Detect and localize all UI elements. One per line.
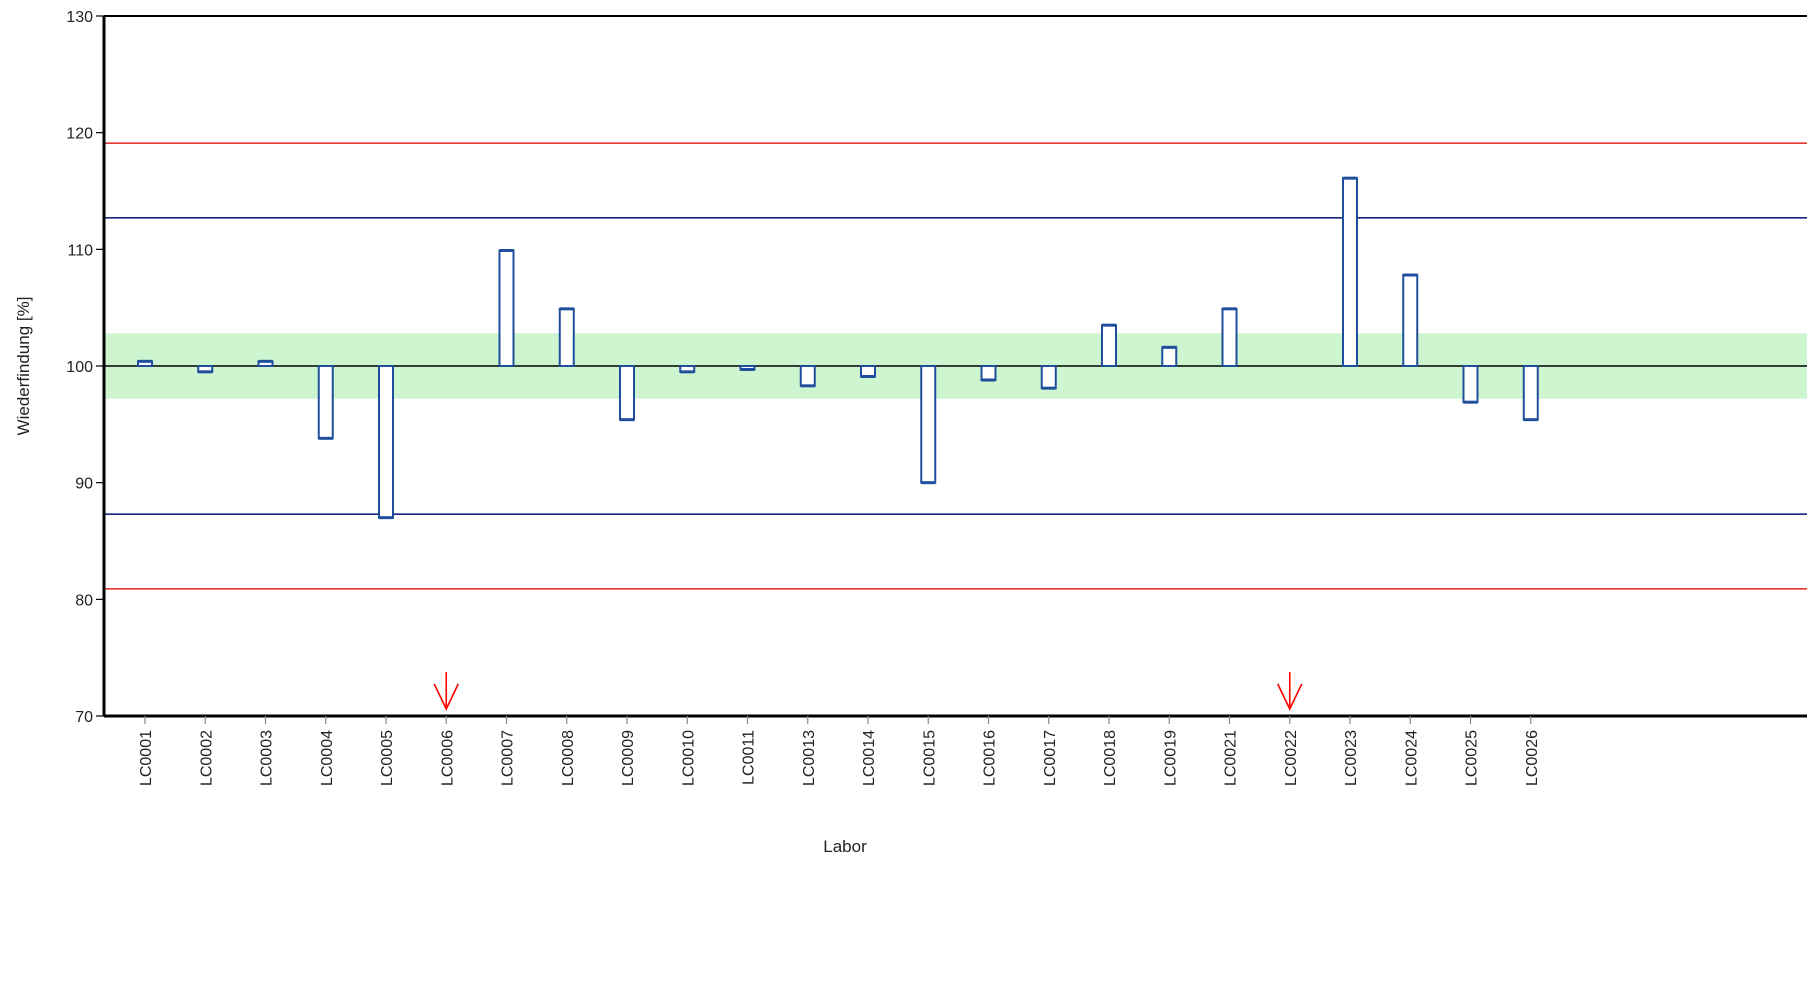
x-tick-label: LC0007 <box>500 730 517 786</box>
x-tick-label: LC0022 <box>1283 730 1300 786</box>
bar-LC0015 <box>920 365 937 484</box>
x-tick-label: LC0016 <box>982 730 999 786</box>
x-tick-label: LC0006 <box>439 730 456 786</box>
x-tick-label: LC0003 <box>259 730 276 786</box>
bar-LC0016 <box>980 365 997 381</box>
out-of-range-arrowhead-LC0006 <box>433 683 459 711</box>
y-tick-label: 80 <box>75 592 93 609</box>
limit-lines-layer <box>104 142 1807 590</box>
bar-LC0023 <box>1342 177 1358 367</box>
bars-layer <box>137 176 1539 520</box>
bar-LC0026 <box>1522 365 1539 421</box>
x-tick-label: LC0017 <box>1042 730 1059 786</box>
x-tick-label: LC0024 <box>1403 730 1420 786</box>
bar-LC0021 <box>1221 307 1238 368</box>
bar-LC0025 <box>1462 365 1479 404</box>
x-tick-label: LC0001 <box>138 730 155 786</box>
x-tick-label: LC0025 <box>1464 730 1481 786</box>
x-tick-label: LC0011 <box>741 730 758 785</box>
x-tick-label: LC0014 <box>861 730 878 786</box>
y-tick-label: 100 <box>66 359 93 376</box>
bar-LC0004 <box>317 365 334 440</box>
x-axis-title: Labor <box>823 837 867 856</box>
out-of-range-arrowhead-LC0022 <box>1277 683 1303 711</box>
x-tick-label: LC0021 <box>1223 730 1240 786</box>
y-tick-label: 70 <box>75 709 93 726</box>
y-tick-label: 110 <box>67 242 93 259</box>
x-tick-label: LC0010 <box>680 730 697 786</box>
x-tick-label: LC0013 <box>801 730 818 786</box>
x-tick-label: LC0002 <box>198 730 215 786</box>
y-tick-label: 130 <box>66 9 93 26</box>
bar-LC0014 <box>860 365 876 378</box>
x-tick-label: LC0019 <box>1162 730 1179 786</box>
bar-LC0009 <box>619 365 635 421</box>
x-tick-label: LC0009 <box>620 730 637 786</box>
y-tick-label: 120 <box>66 126 93 143</box>
axes-layer: 70 80 90 100 110 120 130 LC0001 LC0002 LC0003 LC00… <box>66 9 1807 786</box>
x-tick-label: LC0004 <box>319 730 336 786</box>
x-tick-label: LC0026 <box>1524 730 1541 786</box>
bar-LC0008 <box>558 307 575 368</box>
bar-LC0013 <box>799 365 816 387</box>
bar-LC0019 <box>1161 346 1178 368</box>
x-tick-label: LC0005 <box>379 730 396 786</box>
bar-LC0007 <box>498 249 515 367</box>
x-tick-label: LC0008 <box>560 730 577 786</box>
bar-LC0017 <box>1040 365 1057 390</box>
x-tick-label: LC0015 <box>921 730 938 786</box>
bar-LC0018 <box>1101 324 1117 367</box>
x-tick-label: LC0023 <box>1343 730 1360 786</box>
y-tick-label: 90 <box>75 476 93 493</box>
x-tick-label: LC0018 <box>1102 730 1119 786</box>
bar-LC0005 <box>378 365 394 519</box>
out-of-range-markers-layer <box>433 672 1303 711</box>
bar-LC0024 <box>1402 274 1419 367</box>
y-axis-title: Wiederfindung [%] <box>14 297 33 436</box>
